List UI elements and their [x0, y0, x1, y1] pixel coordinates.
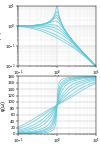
- Y-axis label: φ(ω): φ(ω): [1, 100, 6, 111]
- Text: (a): (a): [54, 75, 60, 80]
- Y-axis label: A(ω): A(ω): [0, 30, 2, 42]
